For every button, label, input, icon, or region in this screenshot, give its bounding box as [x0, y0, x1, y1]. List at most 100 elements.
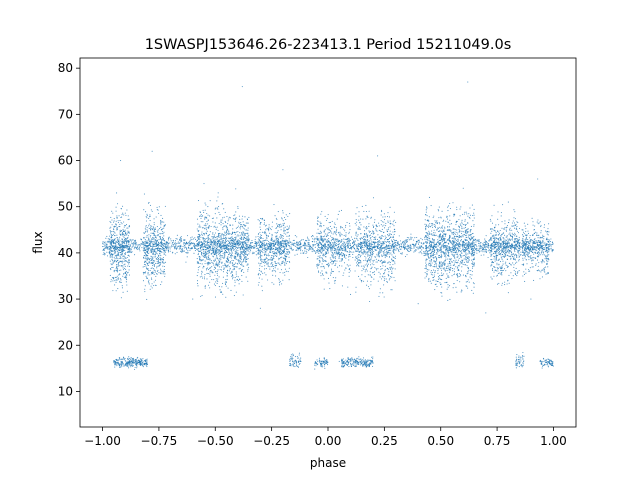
data-point: [162, 238, 164, 240]
data-point: [301, 239, 303, 241]
data-point: [433, 247, 435, 249]
data-point: [381, 243, 383, 245]
data-point: [147, 268, 149, 270]
data-point: [158, 261, 160, 263]
data-point: [420, 237, 422, 239]
data-point: [289, 261, 291, 263]
data-point: [271, 233, 273, 235]
data-point: [243, 271, 245, 273]
data-point: [300, 241, 302, 243]
data-point: [145, 267, 147, 269]
data-point: [233, 257, 236, 260]
data-point: [221, 240, 223, 242]
data-point: [149, 261, 151, 263]
data-point: [197, 238, 199, 240]
data-point: [151, 250, 153, 252]
data-point: [239, 237, 241, 239]
data-point: [257, 253, 259, 255]
data-point: [533, 241, 535, 243]
data-point: [313, 250, 316, 252]
data-point: [522, 237, 524, 240]
data-point: [167, 247, 169, 249]
data-point: [197, 231, 199, 233]
data-point: [544, 244, 546, 246]
data-point: [179, 239, 181, 241]
data-point: [478, 239, 480, 241]
data-point: [113, 238, 115, 240]
data-point: [225, 261, 227, 263]
data-point: [211, 241, 213, 243]
data-point: [360, 249, 362, 251]
data-point: [278, 223, 281, 226]
data-point: [290, 247, 292, 249]
data-point: [212, 221, 214, 223]
data-point: [230, 289, 232, 292]
data-point: [239, 218, 241, 220]
data-point: [278, 278, 280, 280]
data-point: [211, 247, 213, 249]
data-point: [278, 244, 280, 246]
data-point: [124, 235, 126, 237]
data-point: [238, 280, 240, 282]
data-point: [170, 246, 172, 248]
data-point: [200, 226, 202, 228]
data-point: [265, 233, 267, 235]
data-point: [204, 287, 206, 289]
data-point: [214, 208, 216, 210]
data-point: [191, 247, 193, 250]
data-point: [399, 245, 401, 247]
data-point: [146, 217, 148, 219]
data-point: [273, 203, 275, 206]
data-point: [128, 269, 130, 271]
data-point: [112, 261, 114, 263]
data-point: [271, 243, 273, 245]
data-point: [213, 242, 215, 244]
data-point: [148, 244, 150, 247]
data-point: [544, 247, 546, 249]
data-point: [279, 257, 281, 260]
data-point: [280, 226, 282, 228]
data-point: [163, 251, 165, 253]
data-point: [204, 245, 206, 247]
data-point: [228, 237, 230, 239]
data-point: [278, 282, 280, 284]
data-point: [165, 254, 167, 256]
data-point: [160, 214, 162, 216]
data-point: [127, 241, 130, 243]
data-point: [252, 242, 254, 244]
data-point: [240, 251, 243, 253]
data-point: [341, 252, 343, 254]
data-point: [286, 252, 288, 254]
data-point: [451, 250, 453, 252]
data-point: [149, 288, 151, 290]
data-point: [223, 237, 225, 239]
data-point: [337, 250, 339, 252]
data-point: [243, 259, 245, 261]
data-point: [147, 236, 149, 238]
data-point: [225, 235, 227, 237]
data-point: [165, 243, 167, 245]
data-point: [335, 253, 337, 255]
data-point: [162, 248, 164, 250]
data-point: [117, 221, 119, 224]
data-point: [130, 251, 132, 254]
data-point: [200, 253, 203, 255]
data-point: [338, 249, 340, 251]
data-point: [187, 246, 189, 248]
data-point: [215, 244, 217, 246]
data-point: [226, 273, 228, 275]
data-point: [342, 246, 344, 248]
data-point: [552, 248, 554, 251]
data-point: [226, 248, 228, 250]
data-point: [270, 247, 272, 249]
data-point: [242, 245, 244, 247]
data-point: [120, 234, 122, 236]
data-point: [263, 242, 265, 244]
data-point: [484, 249, 487, 251]
data-point: [117, 258, 119, 260]
data-point: [144, 244, 146, 247]
data-point: [148, 282, 150, 284]
data-point: [274, 270, 276, 272]
data-point: [349, 251, 352, 253]
data-point: [152, 259, 154, 261]
